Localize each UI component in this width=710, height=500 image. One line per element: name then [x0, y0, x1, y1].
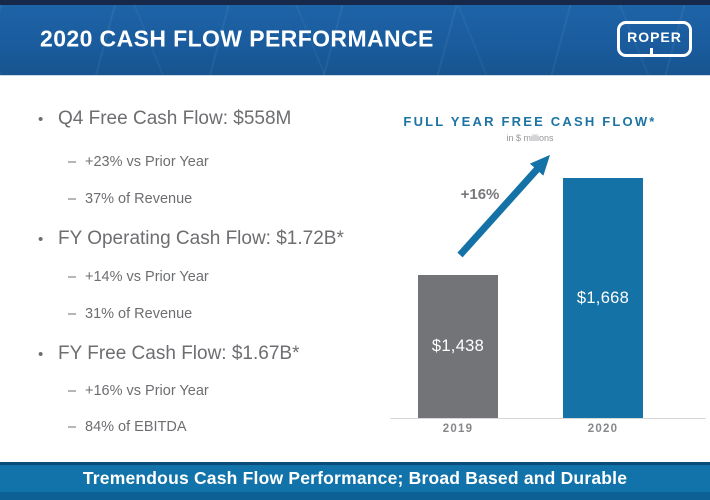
list-subitem: – 37% of Revenue — [68, 191, 192, 207]
list-subitem: – +16% vs Prior Year — [68, 383, 209, 399]
bullet-icon: • — [38, 231, 44, 248]
bullet-icon: • — [38, 111, 44, 128]
dash-icon: – — [68, 306, 77, 322]
growth-annotation: +16% — [460, 186, 500, 203]
roper-logo-text: ROPER — [627, 29, 682, 45]
x-tick-2019: 2019 — [442, 423, 474, 435]
list-item: • Q4 Free Cash Flow: $558M — [38, 108, 291, 130]
roper-logo: ROPER — [617, 21, 692, 57]
dash-icon: – — [68, 269, 77, 285]
list-subitem-label: +23% vs Prior Year — [85, 154, 209, 170]
dash-icon: – — [68, 154, 77, 170]
growth-arrow-icon — [457, 154, 551, 258]
list-subitem-label: 31% of Revenue — [85, 306, 193, 322]
list-item: • FY Operating Cash Flow: $1.72B* — [38, 228, 344, 250]
header-bar: 2020 CASH FLOW PERFORMANCE ROPER — [0, 0, 710, 76]
footer-banner: Tremendous Cash Flow Performance; Broad … — [0, 462, 710, 500]
banner-bottom-edge — [0, 492, 710, 500]
list-subitem-label: 37% of Revenue — [85, 191, 193, 207]
list-subitem-label: 84% of EBITDA — [85, 419, 187, 435]
bar-value-label-2019: $1,438 — [431, 337, 485, 355]
banner-top-edge — [0, 462, 710, 465]
list-item-label: FY Operating Cash Flow: $1.72B* — [58, 228, 344, 249]
top-accent-strip — [0, 0, 710, 5]
list-subitem: – 84% of EBITDA — [68, 419, 187, 435]
list-subitem-label: +16% vs Prior Year — [85, 383, 209, 399]
list-subitem: – 31% of Revenue — [68, 306, 192, 322]
list-subitem: – +14% vs Prior Year — [68, 269, 209, 285]
list-item: • FY Free Cash Flow: $1.67B* — [38, 343, 299, 365]
dash-icon: – — [68, 191, 77, 207]
chart-subtitle: in $ millions — [506, 133, 554, 143]
dash-icon: – — [68, 383, 77, 399]
x-tick-2020: 2020 — [587, 423, 619, 435]
list-subitem: – +23% vs Prior Year — [68, 154, 209, 170]
roper-logo-stem — [649, 48, 653, 54]
banner-text: Tremendous Cash Flow Performance; Broad … — [82, 468, 628, 488]
bullet-icon: • — [38, 346, 44, 363]
bar-2020: $1,668 — [563, 178, 643, 418]
x-axis-line — [390, 418, 706, 419]
list-subitem-label: +14% vs Prior Year — [85, 269, 209, 285]
bar-2019: $1,438 — [418, 275, 498, 418]
header-background: 2020 CASH FLOW PERFORMANCE ROPER — [0, 5, 710, 76]
list-item-label: FY Free Cash Flow: $1.67B* — [58, 343, 300, 364]
chart-title: FULL YEAR FREE CASH FLOW* — [403, 114, 657, 129]
dash-icon: – — [68, 419, 77, 435]
banner-body: Tremendous Cash Flow Performance; Broad … — [0, 465, 710, 492]
list-item-label: Q4 Free Cash Flow: $558M — [58, 108, 292, 129]
bar-value-label-2020: $1,668 — [576, 288, 630, 307]
slide-title: 2020 CASH FLOW PERFORMANCE — [40, 25, 434, 52]
